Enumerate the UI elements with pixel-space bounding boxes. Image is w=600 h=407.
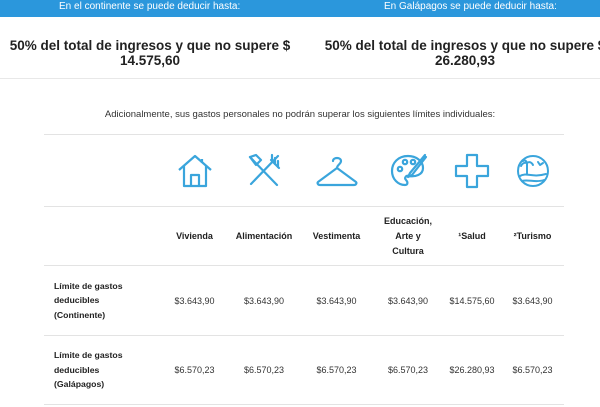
galapagos-limit: 50% del total de ingresos y que no super… <box>315 38 600 68</box>
row-label-continente: Límite de gastos deducibles (Continente) <box>54 280 123 320</box>
value-cell: $3.643,90 <box>512 295 553 306</box>
cross-icon <box>443 135 501 206</box>
value-cell: $14.575,60 <box>449 295 495 306</box>
icon-row <box>44 134 564 206</box>
header-educacion: Educación, Arte y Cultura <box>383 215 432 256</box>
continent-banner-label: En el continente se puede deducir hasta: <box>59 1 241 12</box>
house-icon <box>161 135 228 206</box>
fork-knife-icon <box>228 135 300 206</box>
value-cell: $3.643,90 <box>174 295 215 306</box>
continent-limit-line1: 50% del total de ingresos y que no super… <box>9 38 291 53</box>
continent-limit-amount: 14.575,60 <box>119 53 181 68</box>
header-row: Vivienda Alimentación Vestimenta Educaci… <box>44 206 564 265</box>
header-turismo: ²Turismo <box>513 230 552 241</box>
header-alimentacion: Alimentación <box>235 230 293 241</box>
top-banner: En el continente se puede deducir hasta:… <box>0 0 600 17</box>
value-cell: $26.280,93 <box>449 365 495 375</box>
value-cell: $3.643,90 <box>243 295 285 306</box>
value-cell: $3.643,90 <box>316 295 357 306</box>
value-cell: $6.570,23 <box>512 365 553 375</box>
galapagos-limit-amount: 26.280,93 <box>434 53 496 68</box>
value-cell: $6.570,23 <box>243 365 285 375</box>
value-cell: $6.570,23 <box>316 365 357 375</box>
header-salud: ¹Salud <box>458 230 486 241</box>
section-divider <box>0 78 600 79</box>
table-row: Límite de gastos deducibles (Continente)… <box>44 265 564 335</box>
header-vivienda: Vivienda <box>176 230 213 241</box>
galapagos-banner-label: En Galápagos se puede deducir hasta: <box>384 1 557 12</box>
hanger-icon <box>300 135 373 206</box>
value-cell: $6.570,23 <box>174 365 215 375</box>
value-cell: $6.570,23 <box>387 365 429 375</box>
value-cell: $3.643,90 <box>387 295 429 306</box>
intro-text: Adicionalmente, sus gastos personales no… <box>104 109 496 120</box>
table-row: Límite de gastos deducibles (Galápagos) … <box>44 335 564 405</box>
galapagos-limit-line1: 50% del total de ingresos y que no super… <box>324 38 600 53</box>
continent-limit: 50% del total de ingresos y que no super… <box>0 38 300 68</box>
tourism-icon <box>501 135 564 206</box>
header-vestimenta: Vestimenta <box>312 230 361 241</box>
palette-icon <box>373 135 443 206</box>
row-label-galapagos: Límite de gastos deducibles (Galápagos) <box>54 350 123 390</box>
